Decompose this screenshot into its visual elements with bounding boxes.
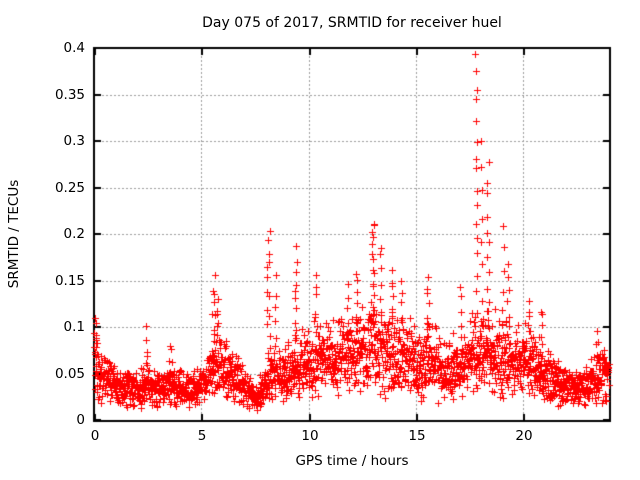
y-tick-label: 0.2 — [63, 226, 85, 242]
y-tick-label: 0.25 — [54, 180, 85, 196]
y-tick-label: 0.15 — [54, 273, 85, 289]
y-tick-label: 0.3 — [63, 133, 85, 149]
chart-title: Day 075 of 2017, SRMTID for receiver hue… — [202, 15, 502, 31]
y-tick-label: 0.1 — [63, 319, 85, 335]
x-tick-label: 0 — [90, 428, 100, 444]
x-tick-label: 15 — [408, 428, 426, 444]
x-tick-label: 5 — [197, 428, 207, 444]
y-tick-label: 0.35 — [54, 87, 85, 103]
x-tick-label: 20 — [515, 428, 533, 444]
x-tick-label: 10 — [301, 428, 319, 444]
x-axis-label: GPS time / hours — [295, 453, 409, 469]
y-tick-label: 0.4 — [63, 40, 85, 56]
y-tick-label: 0 — [76, 412, 85, 428]
y-tick-label: 0.05 — [54, 366, 85, 382]
